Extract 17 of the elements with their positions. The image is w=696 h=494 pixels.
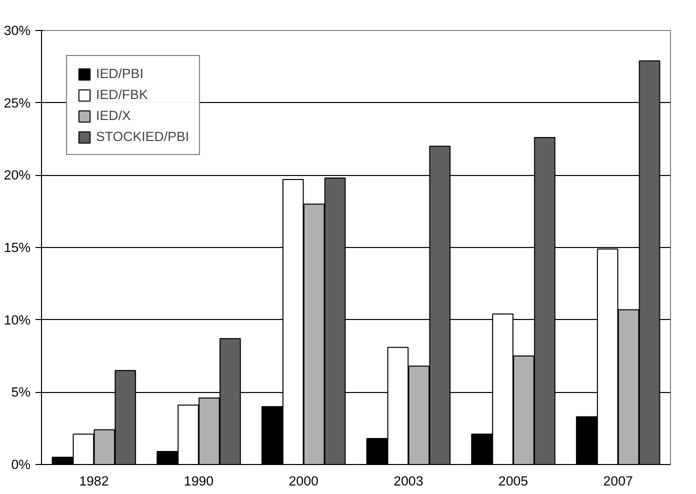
x-tick-label: 2007 — [603, 474, 633, 488]
y-tick-label: 5% — [11, 384, 31, 400]
legend-label: IED/X — [96, 108, 131, 123]
x-tick-label: 2005 — [498, 474, 528, 488]
x-tick-label: 1990 — [184, 474, 214, 488]
y-tick-label: 20% — [4, 168, 31, 183]
legend-label: IED/PBI — [96, 66, 144, 81]
legend-label: STOCKIED/PBI — [96, 129, 190, 144]
x-tick-label: 2003 — [394, 474, 424, 488]
y-tick-label: 30% — [4, 23, 31, 38]
y-tick-label: 0% — [11, 457, 31, 472]
y-tick-label: 10% — [4, 312, 31, 328]
x-tick-label: 1982 — [79, 474, 109, 488]
x-tick-label: 2000 — [288, 474, 318, 488]
y-tick-label: 25% — [4, 95, 31, 110]
y-tick-label: 15% — [4, 240, 31, 255]
legend-label: IED/FBK — [96, 87, 148, 102]
